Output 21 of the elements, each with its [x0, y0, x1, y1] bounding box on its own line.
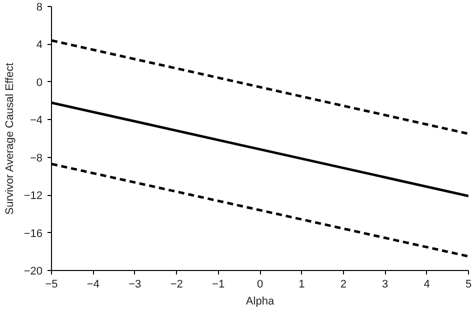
x-tick-label: −1 [212, 278, 225, 290]
y-axis-title: Survivor Average Causal Effect [4, 62, 16, 215]
x-tick-label: −4 [86, 278, 100, 290]
x-axis-title: Alpha [246, 296, 275, 308]
y-tick-label: −16 [24, 228, 43, 240]
y-tick-label: −4 [30, 114, 43, 127]
x-tick-label: 3 [382, 278, 388, 290]
x-tick-label: −3 [128, 278, 142, 290]
x-tick-label: −2 [170, 278, 183, 290]
x-tick-label: 0 [256, 278, 264, 290]
y-tick-label: −20 [24, 266, 43, 278]
x-tick-label: −5 [45, 278, 58, 290]
x-tick-label: 2 [340, 278, 346, 290]
y-tick-label: 4 [36, 39, 43, 52]
y-tick-label: −12 [24, 190, 43, 202]
y-tick-label: −8 [30, 152, 43, 164]
x-tick-label: 4 [424, 278, 430, 290]
y-tick-label: 0 [36, 76, 43, 89]
x-tick-label: 5 [465, 278, 472, 290]
y-tick-label: 8 [36, 2, 43, 14]
x-tick-label: 1 [298, 278, 305, 290]
